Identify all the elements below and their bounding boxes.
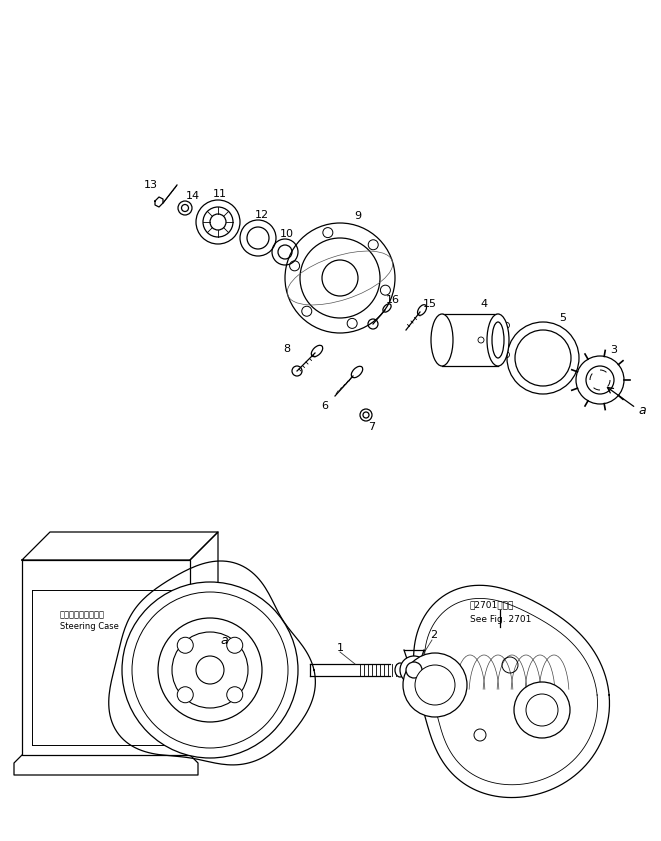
Text: 14: 14 xyxy=(186,191,200,201)
Text: 15: 15 xyxy=(423,299,437,309)
Text: 10: 10 xyxy=(280,229,294,239)
Text: 12: 12 xyxy=(255,210,269,220)
Circle shape xyxy=(403,653,467,717)
Text: 3: 3 xyxy=(611,345,617,355)
Circle shape xyxy=(526,694,558,726)
Text: 9: 9 xyxy=(354,211,362,221)
Circle shape xyxy=(514,682,570,738)
Text: a: a xyxy=(638,404,646,416)
Ellipse shape xyxy=(431,314,453,366)
Text: 8: 8 xyxy=(284,344,291,354)
Text: 7: 7 xyxy=(368,422,375,432)
Text: Steering Case: Steering Case xyxy=(60,622,119,631)
Circle shape xyxy=(122,582,298,758)
Circle shape xyxy=(406,662,422,678)
Text: 16: 16 xyxy=(386,295,400,305)
Text: 13: 13 xyxy=(144,180,158,190)
Text: a: a xyxy=(220,633,228,647)
Text: See Fig. 2701: See Fig. 2701 xyxy=(470,615,531,623)
Ellipse shape xyxy=(395,663,405,677)
Text: 1: 1 xyxy=(336,643,344,653)
Text: ステアリングケース: ステアリングケース xyxy=(60,610,105,619)
Circle shape xyxy=(158,618,262,722)
Circle shape xyxy=(227,687,243,703)
Text: 6: 6 xyxy=(321,401,329,411)
Circle shape xyxy=(227,637,243,653)
Text: 11: 11 xyxy=(213,189,227,199)
Text: 5: 5 xyxy=(559,313,566,323)
Text: 第2701図参照: 第2701図参照 xyxy=(470,600,514,610)
Circle shape xyxy=(415,665,455,705)
Ellipse shape xyxy=(487,314,509,366)
Ellipse shape xyxy=(492,322,504,358)
Text: 4: 4 xyxy=(481,299,488,309)
Circle shape xyxy=(400,656,428,684)
Text: 2: 2 xyxy=(430,630,438,640)
Circle shape xyxy=(177,687,193,703)
Circle shape xyxy=(177,637,193,653)
